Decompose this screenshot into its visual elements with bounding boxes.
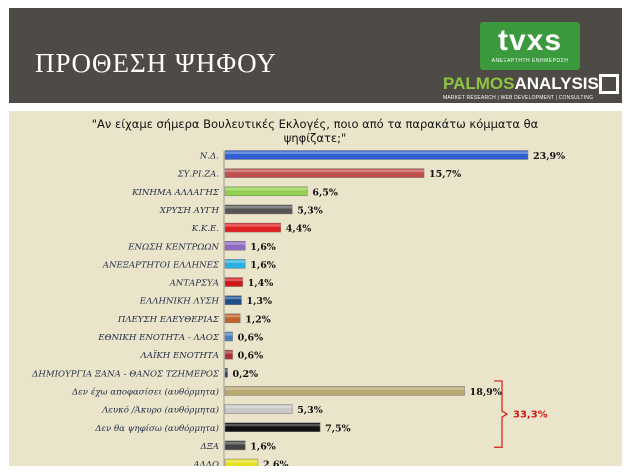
- value-label: 0,6%: [238, 351, 264, 362]
- value-label: 23,9%: [533, 151, 565, 162]
- chart-panel: "Αν είχαμε σήμερα Βουλευτικές Εκλογές, π…: [9, 111, 622, 466]
- value-label: 5,3%: [297, 405, 323, 416]
- bar: [224, 313, 241, 324]
- bracket-label: 33,3%: [513, 410, 548, 421]
- bar-highlight: [225, 205, 293, 209]
- category-label: Δεν έχω αποφασίσει (αυθόρμητα): [71, 386, 219, 397]
- value-label: 6,5%: [312, 187, 338, 198]
- value-label: 7,5%: [325, 423, 351, 434]
- bar-highlight: [225, 169, 425, 173]
- bar-highlight: [225, 187, 308, 191]
- bar: [224, 204, 293, 215]
- bar: [224, 150, 529, 160]
- category-label: ΕΝΩΣΗ ΚΕΝΤΡΩΩΝ: [127, 242, 219, 252]
- bar: [224, 349, 233, 360]
- value-label: 1,2%: [245, 314, 271, 325]
- category-label: ΣΥ.ΡΙ.ΖΑ.: [177, 170, 219, 180]
- chart-bars: Ν.Δ. 23,9% ΣΥ.ΡΙ.ΖΑ. 15,7% ΚΙΝΗΜΑ ΑΛΛΑΓΗΣ 6,5…: [31, 150, 565, 466]
- value-label: 0,2%: [233, 369, 259, 380]
- chart-title-line1: "Αν είχαμε σήμερα Βουλευτικές Εκλογές, π…: [92, 117, 539, 131]
- tvxs-logo: tvxs ΑΝΕΞΑΡΤΗΤΗ ΕΝΗΜΕΡΩΣΗ: [480, 22, 580, 70]
- category-label: ΔΞΑ: [200, 442, 219, 452]
- category-label: ΕΘΝΙΚΗ ΕΝΟΤΗΤΑ - ΛΑΟΣ: [97, 333, 220, 343]
- bar: [224, 277, 243, 287]
- palmos-square-icon: [599, 74, 619, 94]
- bar: [224, 440, 246, 451]
- bar-highlight: [225, 387, 465, 390]
- bar: [224, 422, 321, 432]
- bar: [224, 259, 246, 269]
- bar: [224, 404, 293, 414]
- chart-title-line2: ψηφίζατε;": [284, 131, 347, 145]
- bar: [224, 386, 465, 396]
- header-banner: ΠΡΟΘΕΣΗ ΨΗΦΟΥ tvxs ΑΝΕΞΑΡΤΗΤΗ ΕΝΗΜΕΡΩΣΗ …: [9, 8, 622, 103]
- bar-highlight: [225, 460, 258, 463]
- value-label: 1,6%: [250, 441, 276, 452]
- bar-highlight: [225, 296, 242, 300]
- bar: [224, 368, 228, 378]
- value-label: 1,6%: [250, 260, 276, 271]
- bar-highlight: [225, 314, 241, 318]
- value-label: 15,7%: [429, 169, 461, 180]
- category-label: ΕΛΛΗΝΙΚΗ ΛΥΣΗ: [139, 297, 220, 307]
- category-label: ΠΛΕΥΣΗ ΕΛΕΥΘΕΡΙΑΣ: [117, 315, 220, 325]
- bar: [224, 168, 425, 178]
- bar-highlight: [225, 224, 281, 227]
- category-label: ΛΑΪΚΗ ΕΝΟΤΗΤΑ: [140, 349, 219, 361]
- bar: [224, 186, 308, 197]
- bar-highlight: [225, 369, 228, 372]
- category-label: ΑΝΤΑΡΣΥΑ: [169, 279, 219, 289]
- value-label: 1,4%: [248, 278, 274, 289]
- tvxs-logo-text: tvxs: [497, 24, 563, 57]
- bar-highlight: [225, 423, 321, 427]
- bar-highlight: [225, 260, 246, 263]
- category-label: ΧΡΥΣΗ ΑΥΓΗ: [159, 206, 220, 216]
- bar: [224, 241, 246, 251]
- category-label: Λευκό /Άκυρο (αυθόρμητα): [101, 405, 219, 416]
- palmos-logo-subtitle: MARKET RESEARCH | WEB DEVELOPMENT | CONS…: [443, 95, 594, 101]
- value-label: 4,4%: [286, 224, 312, 235]
- value-label: 1,6%: [250, 242, 276, 253]
- bar-highlight: [225, 405, 293, 409]
- bar-highlight: [225, 333, 233, 336]
- value-label: 1,3%: [246, 296, 272, 307]
- bracket-line: [494, 380, 509, 448]
- value-label: 5,3%: [297, 205, 323, 216]
- category-label: Κ.Κ.Ε.: [191, 224, 219, 234]
- tvxs-logo-subtitle: ΑΝΕΞΑΡΤΗΤΗ ΕΝΗΜΕΡΩΣΗ: [491, 58, 569, 64]
- value-label: 18,9%: [470, 387, 502, 398]
- category-label: ΑΝΕΞΑΡΤΗΤΟΙ ΕΛΛΗΝΕΣ: [102, 260, 220, 270]
- value-label: 0,6%: [238, 333, 264, 344]
- bar-highlight: [225, 441, 246, 445]
- category-label: Δεν θα ψηφίσω (αυθόρμητα): [94, 423, 219, 434]
- bar-highlight: [225, 242, 246, 245]
- category-label: ΚΙΝΗΜΑ ΑΛΛΑΓΗΣ: [131, 188, 220, 198]
- category-label: Ν.Δ.: [199, 152, 219, 162]
- palmos-logo-part2: ANALYSIS: [514, 74, 599, 93]
- value-label: 2,6%: [263, 460, 289, 466]
- vote-intention-chart: "Αν είχαμε σήμερα Βουλευτικές Εκλογές, π…: [31, 117, 565, 466]
- bar: [224, 295, 242, 305]
- bar: [224, 222, 282, 233]
- palmos-logo: PALMOSANALYSIS: [443, 74, 599, 94]
- bar: [224, 458, 259, 466]
- bar-highlight: [225, 151, 528, 154]
- bar-highlight: [225, 278, 243, 282]
- bar-highlight: [225, 351, 233, 354]
- page-title: ΠΡΟΘΕΣΗ ΨΗΦΟΥ: [35, 48, 277, 78]
- bar: [224, 331, 233, 342]
- category-label: ΑΛΛΟ: [192, 460, 219, 466]
- category-label: ΔΗΜΙΟΥΡΓΙΑ ΞΑΝΑ - ΘΑΝΟΣ ΤΖΗΜΕΡΟΣ: [31, 369, 220, 379]
- palmos-logo-part1: PALMOS: [443, 74, 515, 93]
